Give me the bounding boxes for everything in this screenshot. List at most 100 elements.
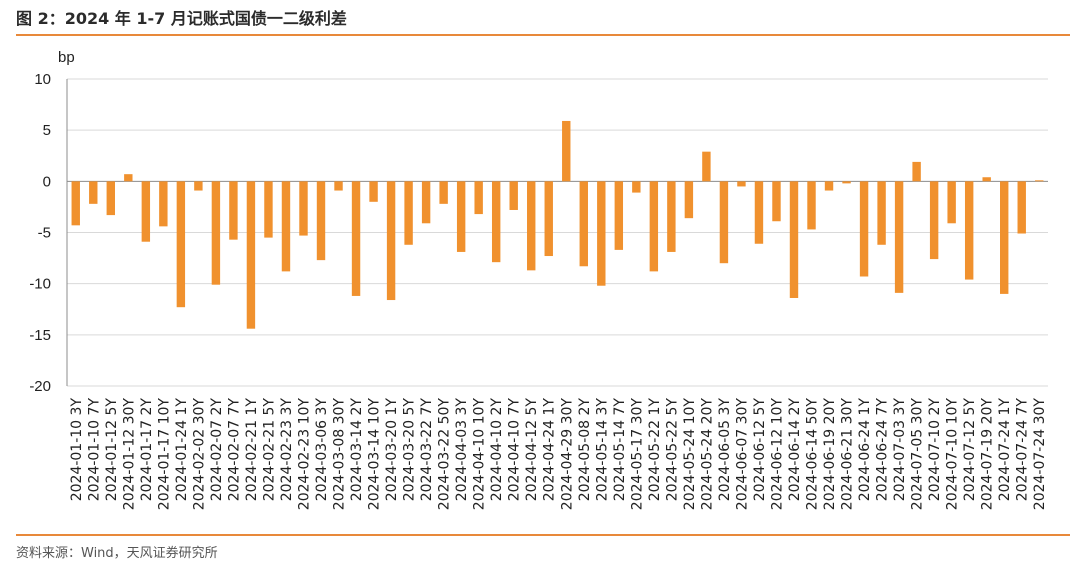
x-tick-label: 2024-04-10 2Y xyxy=(489,398,505,502)
bar xyxy=(386,181,396,301)
x-tick-label: 2024-03-14 2Y xyxy=(349,398,365,502)
x-tick-label: 2024-06-19 20Y xyxy=(822,398,838,511)
x-tick-label: 2024-05-08 2Y xyxy=(577,398,593,502)
bar xyxy=(229,181,238,240)
source-note: 资料来源：Wind，天风证券研究所 xyxy=(16,546,218,561)
x-tick-label: 2024-04-10 10Y xyxy=(472,398,488,511)
bar xyxy=(789,181,799,298)
bar xyxy=(474,181,483,215)
bar xyxy=(176,181,186,308)
x-tick-label: 2024-07-24 7Y xyxy=(1015,398,1031,502)
x-tick-label: 2024-03-22 7Y xyxy=(419,398,435,502)
x-tick-label: 2024-03-20 1Y xyxy=(384,398,400,502)
bar xyxy=(579,181,588,267)
x-tick-label: 2024-01-17 2Y xyxy=(139,398,155,502)
bar xyxy=(649,181,659,272)
x-tick-label: 2024-02-21 5Y xyxy=(261,398,277,502)
x-tick-label: 2024-07-12 5Y xyxy=(962,398,978,502)
x-tick-label: 2024-01-10 7Y xyxy=(86,398,102,502)
x-tick-label: 2024-04-29 30Y xyxy=(559,398,575,511)
bar xyxy=(772,181,781,222)
bar xyxy=(351,181,361,296)
x-tick-label: 2024-07-03 3Y xyxy=(892,398,908,502)
bar xyxy=(562,120,571,182)
footer-divider xyxy=(16,534,1070,536)
bar xyxy=(281,181,291,272)
x-tick-label: 2024-06-12 5Y xyxy=(752,398,768,502)
bar xyxy=(1000,181,1009,294)
x-tick-label: 2024-02-07 7Y xyxy=(226,398,242,502)
x-tick-label: 2024-05-22 5Y xyxy=(664,398,680,502)
bar xyxy=(159,181,168,227)
x-tick-label: 2024-06-07 30Y xyxy=(734,398,750,511)
x-tick-label: 2024-04-03 3Y xyxy=(454,398,470,502)
x-tick-label: 2024-05-14 3Y xyxy=(594,398,610,502)
bar xyxy=(106,181,115,216)
bar xyxy=(71,181,80,226)
x-tick-label: 2024-03-20 5Y xyxy=(402,398,418,502)
y-tick-label: 5 xyxy=(43,122,51,139)
x-tick-label: 2024-05-22 1Y xyxy=(647,398,663,502)
x-tick-label: 2024-07-24 30Y xyxy=(1032,398,1048,511)
x-tick-label: 2024-07-10 2Y xyxy=(927,398,943,502)
bar xyxy=(509,181,518,210)
y-tick-label: 0 xyxy=(43,173,51,190)
x-tick-label: 2024-01-10 3Y xyxy=(69,398,85,502)
bar xyxy=(912,161,921,182)
bar xyxy=(929,181,939,260)
x-tick-label: 2024-04-10 7Y xyxy=(507,398,523,502)
x-tick-label: 2024-01-12 5Y xyxy=(104,398,120,502)
bar xyxy=(982,177,991,182)
bar xyxy=(89,181,98,204)
bar xyxy=(597,181,606,286)
bar xyxy=(667,181,676,252)
bar xyxy=(964,181,974,280)
x-tick-label: 2024-03-06 3Y xyxy=(314,398,330,502)
x-tick-label: 2024-04-24 1Y xyxy=(542,398,558,502)
bar xyxy=(807,181,816,230)
x-tick-label: 2024-03-14 10Y xyxy=(367,398,383,511)
x-tick-label: 2024-05-14 7Y xyxy=(612,398,628,502)
bar xyxy=(877,181,886,245)
bar xyxy=(824,181,834,191)
y-axis-unit: bp xyxy=(58,49,75,66)
x-tick-label: 2024-06-21 30Y xyxy=(840,398,856,511)
y-tick-label: 10 xyxy=(34,71,51,88)
y-tick-label: -20 xyxy=(29,378,51,395)
x-tick-label: 2024-06-14 2Y xyxy=(787,398,803,502)
x-tick-label: 2024-05-24 10Y xyxy=(682,398,698,511)
x-tick-labels: 2024-01-10 3Y 2024-01-10 7Y 2024-01-12 5Y 2… xyxy=(69,398,1048,511)
bar xyxy=(264,181,273,238)
bar xyxy=(316,181,326,261)
bar xyxy=(842,181,851,184)
bar xyxy=(544,181,553,257)
bar xyxy=(141,181,151,242)
bar xyxy=(1017,181,1026,234)
bar xyxy=(491,181,501,263)
bar xyxy=(947,181,956,224)
bar xyxy=(684,181,694,219)
y-tick-labels: 10 5 0 -5 -10 -15 -20 xyxy=(29,71,51,395)
bar xyxy=(527,181,536,271)
x-tick-label: 2024-03-22 50Y xyxy=(437,398,453,511)
x-tick-label: 2024-04-12 5Y xyxy=(524,398,540,502)
x-tick-label: 2024-07-24 1Y xyxy=(997,398,1013,502)
x-tick-label: 2024-06-12 10Y xyxy=(769,398,785,511)
bars xyxy=(71,120,1044,329)
bar xyxy=(369,181,378,202)
bar xyxy=(299,181,308,236)
x-tick-label: 2024-06-24 1Y xyxy=(857,398,873,502)
x-tick-label: 2024-07-19 20Y xyxy=(980,398,996,511)
y-tick-label: -10 xyxy=(29,276,51,293)
bar xyxy=(124,174,133,182)
bar xyxy=(719,181,729,264)
bar xyxy=(632,181,641,193)
x-tick-label: 2024-06-05 3Y xyxy=(717,398,733,502)
bar xyxy=(702,151,711,182)
bar xyxy=(246,181,256,329)
bar xyxy=(754,181,764,244)
x-tick-label: 2024-02-23 10Y xyxy=(296,398,312,511)
x-tick-label: 2024-03-08 30Y xyxy=(332,398,348,511)
